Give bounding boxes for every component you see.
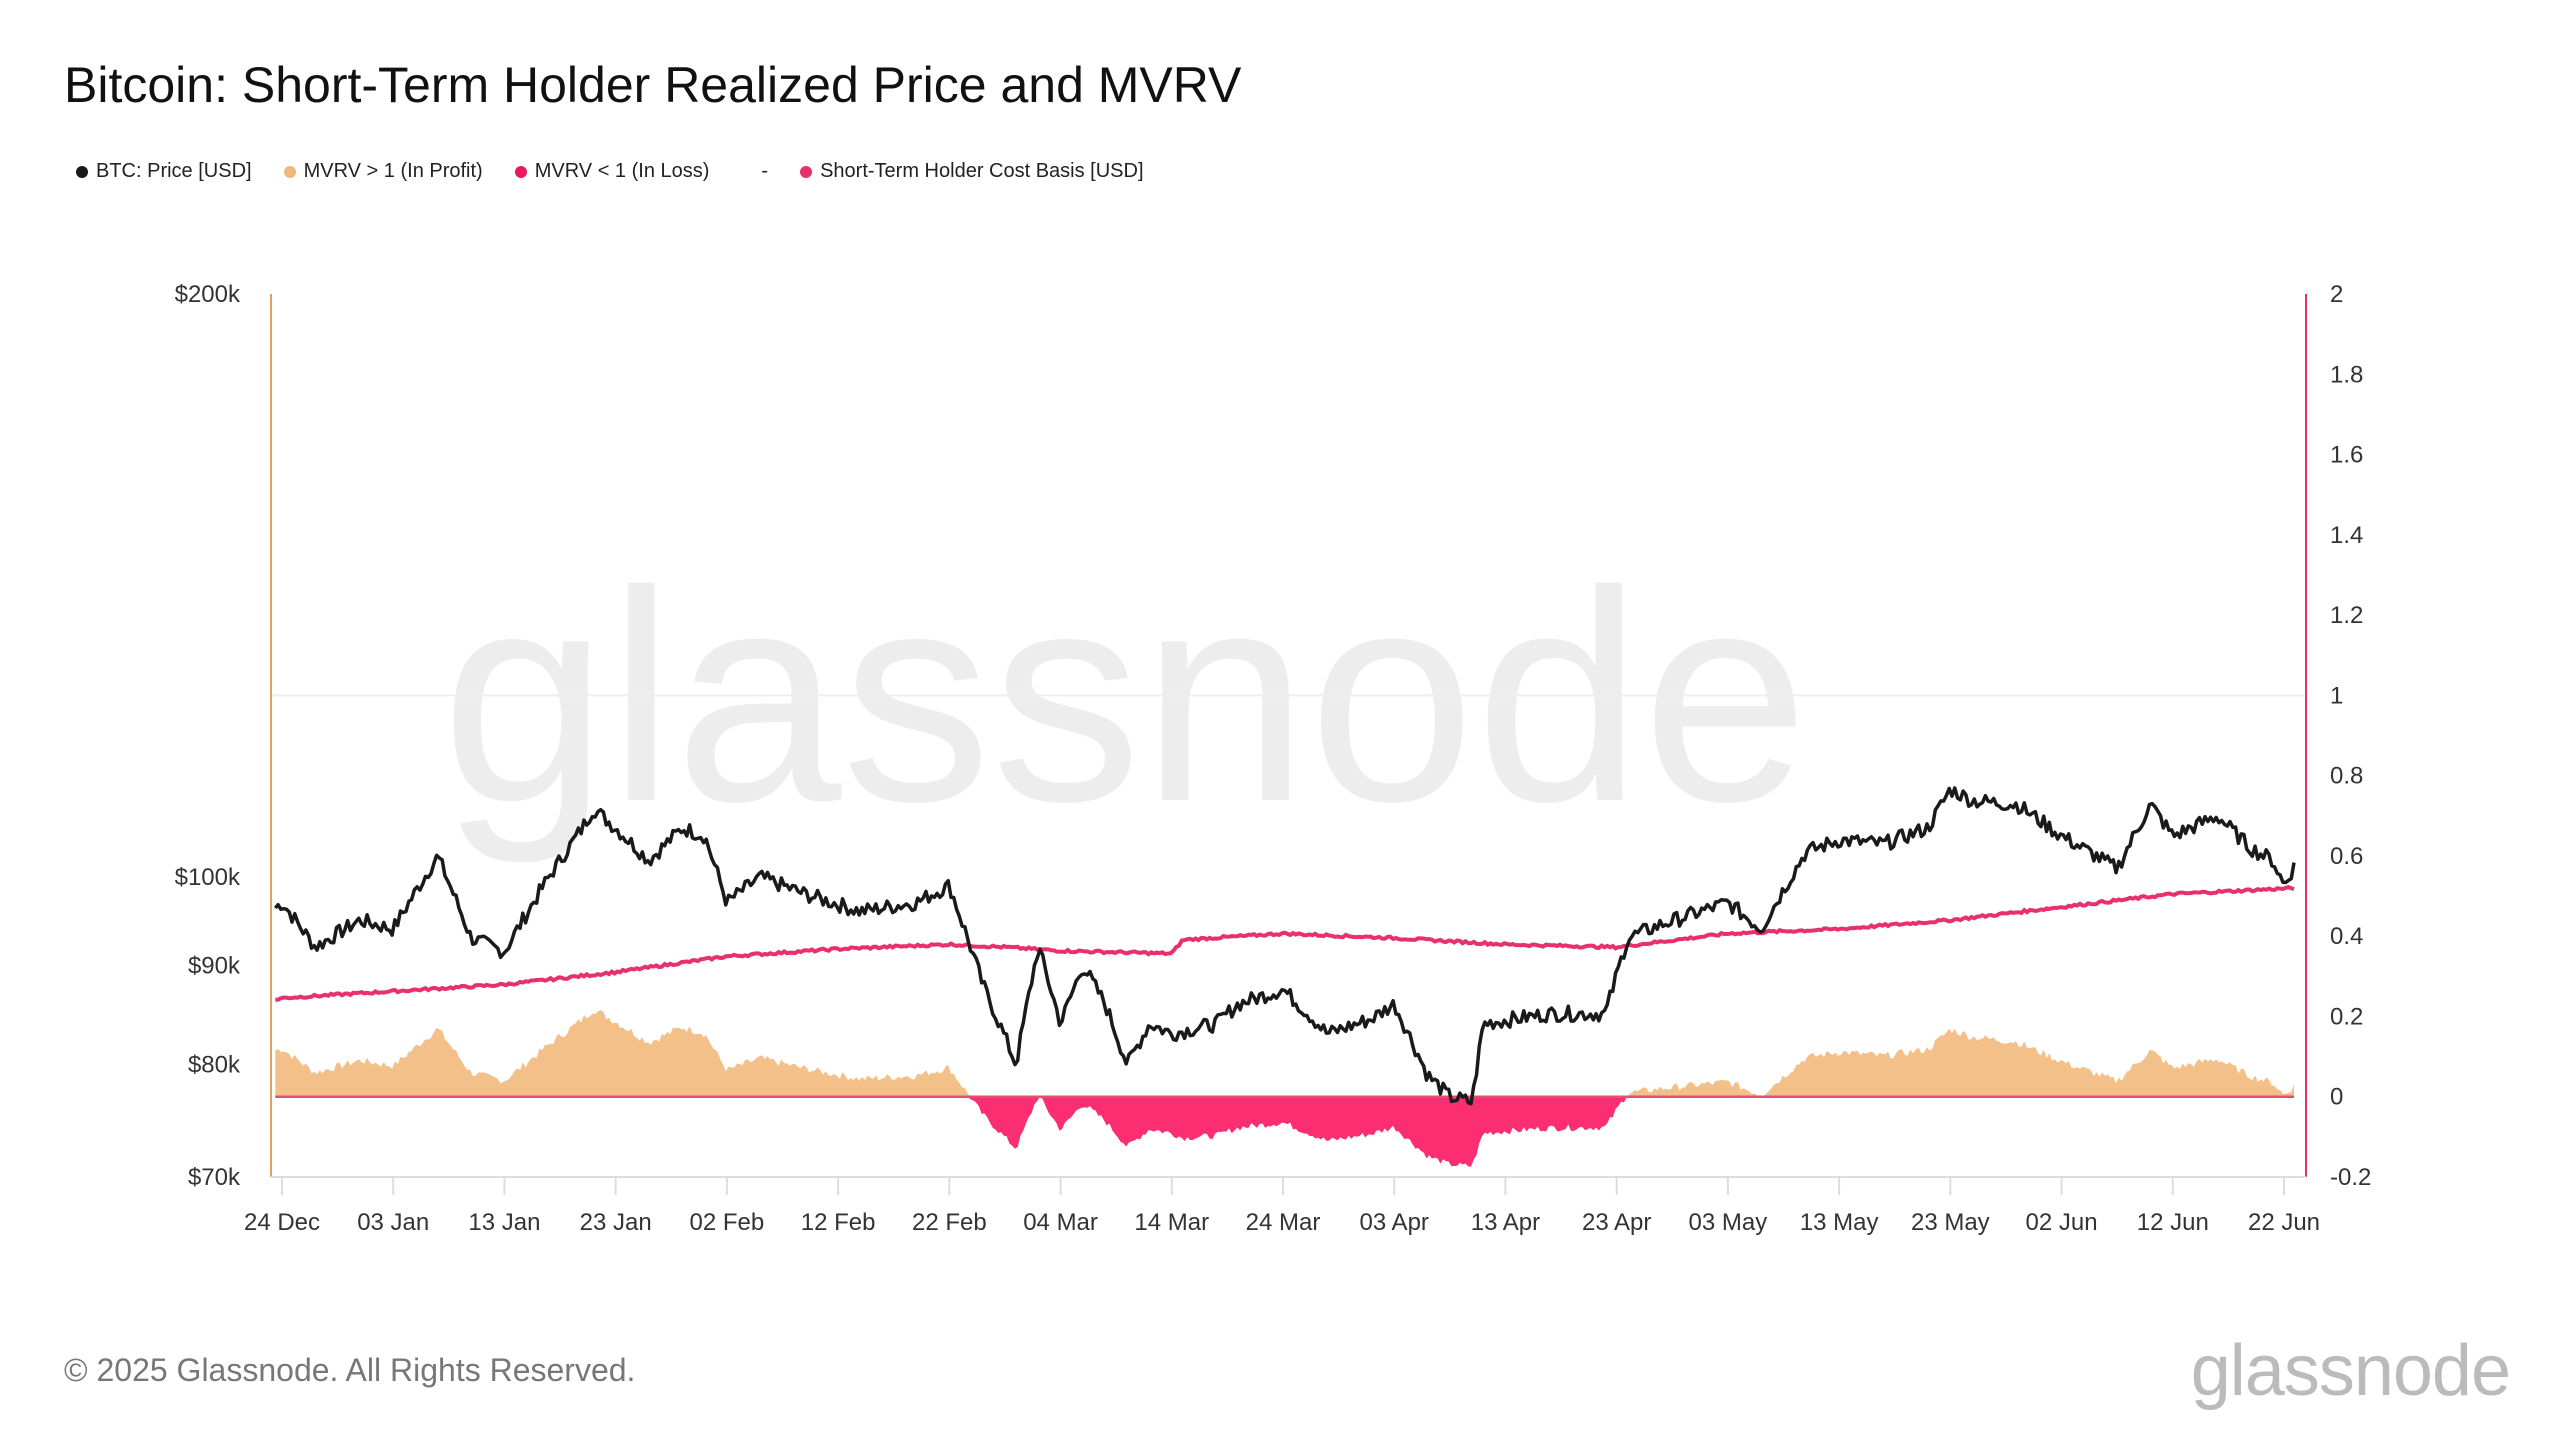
y-right-tick-label: 1.4: [2330, 522, 2363, 549]
y-right-tick-label: 1: [2330, 682, 2343, 709]
glassnode-logo: glassnode: [2190, 1331, 2511, 1411]
legend-label: -: [761, 160, 769, 182]
x-tick-label: 13 May: [1800, 1209, 1879, 1236]
mvrv-profit-area: [275, 1010, 2295, 1097]
x-tick-label: 23 Apr: [1582, 1209, 1651, 1236]
y-right-tick-label: 2: [2330, 281, 2343, 308]
legend-dot-icon: [800, 165, 813, 178]
legend-label: MVRV < 1 (In Loss): [534, 160, 710, 182]
x-tick-label: 04 Mar: [1023, 1209, 1098, 1236]
y-right-tick-label: 0.4: [2330, 923, 2363, 950]
x-tick-label: 13 Jan: [468, 1209, 540, 1236]
x-tick-label: 14 Mar: [1134, 1209, 1209, 1236]
copyright-footer: © 2025 Glassnode. All Rights Reserved.: [64, 1352, 636, 1388]
watermark: glassnode: [441, 528, 1809, 866]
mvrv-loss-area: [275, 1096, 2295, 1167]
y-right-tick-label: 1.2: [2330, 602, 2363, 629]
x-tick-label: 23 May: [1911, 1209, 1990, 1236]
legend-item-sth-cost-basis[interactable]: Short-Term Holder Cost Basis [USD]: [800, 160, 1144, 183]
legend-item-separator: -: [761, 160, 768, 183]
legend-dot-icon: [514, 165, 527, 178]
y-right-tick-label: 1.8: [2330, 361, 2363, 388]
chart-title: Bitcoin: Short-Term Holder Realized Pric…: [64, 57, 1242, 113]
legend: BTC: Price [USD] MVRV > 1 (In Profit) MV…: [76, 160, 1144, 183]
legend-dot-icon: [283, 165, 296, 178]
legend-item-btc-price[interactable]: BTC: Price [USD]: [76, 160, 252, 183]
x-tick-label: 22 Feb: [912, 1209, 987, 1236]
x-tick-label: 03 May: [1689, 1209, 1768, 1236]
x-tick-label: 03 Apr: [1360, 1209, 1429, 1236]
sth-cost-basis-line: [275, 885, 2295, 1002]
y-right-tick-label: 0.2: [2330, 1003, 2363, 1030]
y-right-tick-label: -0.2: [2330, 1164, 2371, 1191]
y-left-tick-label: $100k: [175, 864, 241, 891]
y-right-tick-label: 0: [2330, 1084, 2343, 1111]
x-tick-label: 22 Jun: [2248, 1209, 2320, 1236]
x-tick-label: 12 Feb: [801, 1209, 876, 1236]
lines: [273, 786, 2296, 1106]
y-right-tick-label: 1.6: [2330, 442, 2363, 469]
y-left-tick-label: $80k: [188, 1052, 241, 1079]
x-tick-label: 02 Feb: [690, 1209, 765, 1236]
x-tick-label: 13 Apr: [1471, 1209, 1540, 1236]
y-left-tick-label: $200k: [175, 281, 241, 308]
x-tick-label: 03 Jan: [357, 1209, 429, 1236]
x-tick-label: 12 Jun: [2137, 1209, 2209, 1236]
x-tick-label: 02 Jun: [2026, 1209, 2098, 1236]
legend-item-mvrv-profit[interactable]: MVRV > 1 (In Profit): [283, 160, 483, 183]
legend-dot-icon: [76, 165, 88, 178]
x-tick-label: 24 Mar: [1246, 1209, 1321, 1236]
y-right-tick-label: 0.6: [2330, 843, 2363, 870]
legend-item-mvrv-loss[interactable]: MVRV < 1 (In Loss): [514, 160, 710, 183]
x-tick-label: 23 Jan: [580, 1209, 652, 1236]
y-left-tick-label: $90k: [188, 953, 241, 980]
legend-label: BTC: Price [USD]: [96, 160, 252, 182]
y-left-tick-label: $70k: [188, 1164, 241, 1191]
x-tick-label: 24 Dec: [244, 1209, 320, 1236]
legend-label: Short-Term Holder Cost Basis [USD]: [820, 160, 1144, 182]
legend-label: MVRV > 1 (In Profit): [303, 160, 483, 182]
y-right-tick-label: 0.8: [2330, 763, 2363, 790]
axes: $70k $80k $90k $100k $200k -0.2 0 0.2 0.4 0.6 0.8 1…: [175, 281, 2372, 1236]
btc-price-line: [273, 786, 2296, 1106]
mvrv-areas: [275, 1010, 2295, 1167]
